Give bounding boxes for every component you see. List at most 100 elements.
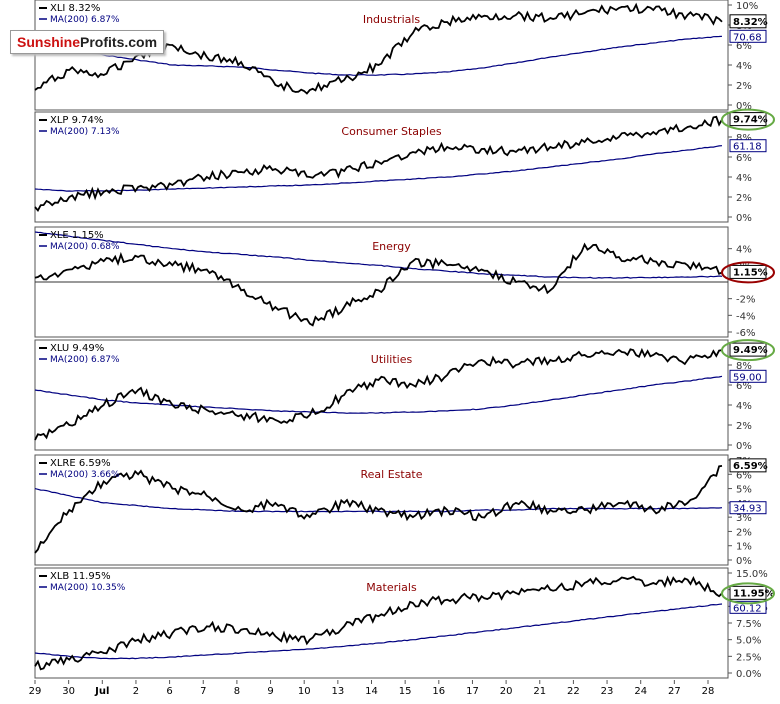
y-tick-label: 4% <box>736 61 752 72</box>
legend-ma: MA(200) 10.35% <box>50 583 126 593</box>
y-tick-label: 1% <box>736 542 752 553</box>
panel-title: Consumer Staples <box>341 125 441 138</box>
legend-ma: MA(200) 7.13% <box>50 127 120 137</box>
x-tick-label: 16 <box>432 686 445 697</box>
legend-ma: MA(200) 6.87% <box>50 355 120 365</box>
last-value-label: 9.49% <box>733 345 768 356</box>
ma-line-6 <box>34 603 723 660</box>
legend-price: XLP 9.74% <box>50 115 103 126</box>
y-tick-label: 7.5% <box>736 619 761 630</box>
y-tick-label: 4% <box>736 245 752 256</box>
y-tick-label: 5.0% <box>736 636 761 647</box>
last-value-label: 9.74% <box>733 115 768 126</box>
price-line-1 <box>34 2 723 95</box>
ma-line-3 <box>34 231 723 279</box>
highlight-circle <box>721 261 775 284</box>
last-value-box <box>729 112 767 127</box>
highlight-circle <box>721 582 775 605</box>
ma-line-1 <box>34 35 723 76</box>
ma-value-box <box>729 501 767 515</box>
x-tick-label: 17 <box>466 686 479 697</box>
legend-ma: MA(200) 3.66% <box>50 470 120 480</box>
highlight-circle <box>721 339 775 362</box>
ma-value-box <box>729 369 767 383</box>
ma-value-label: 70.68 <box>733 32 762 43</box>
panel-frame-5 <box>34 454 729 566</box>
x-tick-label: 29 <box>29 686 42 697</box>
y-tick-label: 2% <box>736 193 752 204</box>
y-tick-label: 10% <box>736 1 758 12</box>
y-tick-label: 3% <box>736 513 752 524</box>
price-line-5 <box>34 465 723 554</box>
legend-price: XLU 9.49% <box>50 343 104 354</box>
x-tick-label: 7 <box>200 686 206 697</box>
x-tick-label: Jul <box>94 686 109 697</box>
y-tick-label: 6% <box>736 41 752 52</box>
panel-title: Real Estate <box>360 468 422 481</box>
x-tick-label: 9 <box>267 686 273 697</box>
logo-text-profits: Profits.com <box>80 34 158 50</box>
y-tick-label: 6% <box>736 153 752 164</box>
y-tick-label: 5% <box>736 485 752 496</box>
highlight-circle <box>721 108 775 131</box>
x-tick-label: 20 <box>500 686 513 697</box>
last-value-box <box>729 264 767 279</box>
panel-title: Energy <box>372 240 411 253</box>
y-tick-label: 0% <box>736 101 752 112</box>
x-tick-label: 28 <box>702 686 715 697</box>
panel-title: Industrials <box>363 13 421 26</box>
legend-price: XLB 11.95% <box>50 571 111 582</box>
y-tick-label: 2% <box>736 527 752 538</box>
ma-value-box <box>729 29 767 43</box>
x-tick-label: 6 <box>166 686 172 697</box>
legend-price: XLI 8.32% <box>50 3 100 14</box>
y-tick-label: 2.5% <box>736 652 761 663</box>
y-tick-label: 2% <box>736 421 752 432</box>
price-line-6 <box>34 575 723 671</box>
y-tick-label: 4% <box>736 173 752 184</box>
x-tick-label: 14 <box>365 686 378 697</box>
ma-line-4 <box>34 375 723 414</box>
x-tick-label: 10 <box>298 686 311 697</box>
last-value-label: 8.32% <box>733 17 768 28</box>
last-value-label: 11.95% <box>733 588 775 599</box>
y-tick-label: -6% <box>736 328 755 339</box>
x-tick-label: 21 <box>533 686 546 697</box>
sunshine-profits-logo[interactable]: Sunshine Profits.com <box>10 30 165 54</box>
ma-value-box <box>729 600 767 614</box>
x-tick-label: 27 <box>668 686 681 697</box>
y-tick-label: 0.0% <box>736 669 761 680</box>
ma-value-box <box>729 139 767 153</box>
x-tick-label: 8 <box>234 686 240 697</box>
last-value-label: 1.15% <box>733 267 768 278</box>
y-tick-label: 0% <box>736 441 752 452</box>
ma-value-label: 61.18 <box>733 142 762 153</box>
y-tick-label: 0% <box>736 556 752 567</box>
x-tick-label: 23 <box>601 686 614 697</box>
y-tick-label: 8% <box>736 133 752 144</box>
last-value-box <box>729 342 767 357</box>
y-tick-label: 8% <box>736 361 752 372</box>
price-line-3 <box>34 242 723 327</box>
legend-ma: MA(200) 6.87% <box>50 15 120 25</box>
y-tick-label: -2% <box>736 295 755 306</box>
price-line-2 <box>34 115 723 212</box>
y-tick-label: 0% <box>736 213 752 224</box>
x-tick-label: 15 <box>399 686 412 697</box>
y-tick-label: -4% <box>736 311 755 322</box>
last-value-box <box>729 458 767 473</box>
last-value-box <box>729 585 767 600</box>
legend-ma: MA(200) 0.68% <box>50 242 120 252</box>
x-tick-label: 13 <box>331 686 344 697</box>
x-tick-label: 24 <box>634 686 647 697</box>
legend-price: XLE 1.15% <box>50 230 104 241</box>
x-tick-label: 2 <box>133 686 139 697</box>
y-tick-label: 2% <box>736 81 752 92</box>
ma-value-label: 59.00 <box>733 372 762 383</box>
y-tick-label: 15.0% <box>736 569 768 580</box>
panel-frame-2 <box>34 111 729 223</box>
y-tick-label: 6% <box>736 381 752 392</box>
price-line-4 <box>34 347 723 441</box>
